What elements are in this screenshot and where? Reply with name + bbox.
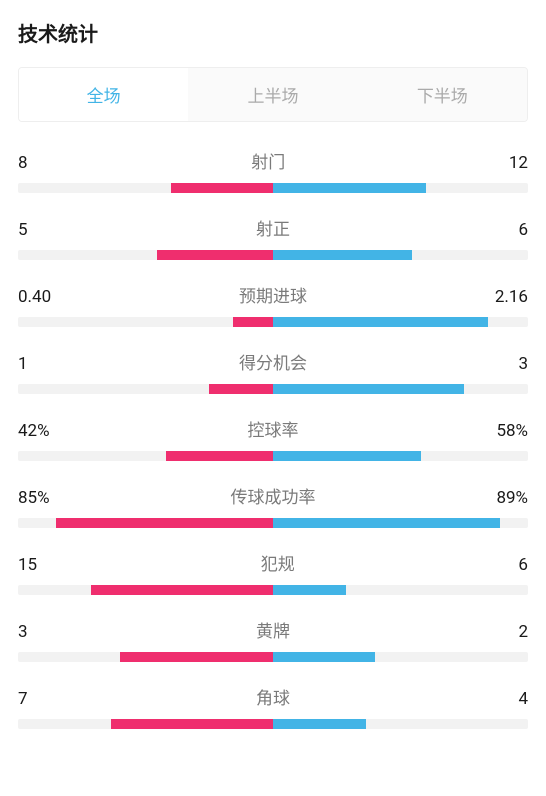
stat-name: 黄牌	[256, 617, 290, 642]
stat-value-left: 8	[18, 153, 28, 173]
stat-bar-right	[273, 719, 366, 729]
stat-value-right: 6	[518, 220, 528, 240]
stat-value-left: 3	[18, 622, 28, 642]
stat-bar-left	[166, 451, 273, 461]
stat-name: 控球率	[248, 416, 299, 441]
stat-name: 射门	[251, 148, 285, 173]
stat-value-left: 85%	[18, 488, 50, 508]
stat-bar-right	[273, 585, 346, 595]
stat-name: 犯规	[261, 550, 295, 575]
stat-value-left: 0.40	[18, 287, 51, 307]
stats-list: 8 射门 12 5 射正 6 0.40 预期进球 2.16 1 得分机会 3 42% 控球率 58% 85% 传…	[18, 148, 528, 729]
tab-2[interactable]: 下半场	[358, 68, 527, 121]
stat-bar-left	[209, 384, 273, 394]
stat-name: 得分机会	[239, 349, 307, 374]
stat-value-left: 5	[18, 220, 28, 240]
stat-labels: 8 射门 12	[18, 148, 528, 173]
stat-bar-left	[233, 317, 273, 327]
stat-bar-right	[273, 317, 488, 327]
stat-bar-track	[18, 250, 528, 260]
stat-row: 15 犯规 6	[18, 550, 528, 595]
stat-labels: 5 射正 6	[18, 215, 528, 240]
stat-labels: 0.40 预期进球 2.16	[18, 282, 528, 307]
stat-name: 射正	[256, 215, 290, 240]
stat-bar-right	[273, 451, 421, 461]
stat-bar-track	[18, 518, 528, 528]
section-title: 技术统计	[18, 0, 528, 67]
stat-bar-track	[18, 183, 528, 193]
stat-row: 3 黄牌 2	[18, 617, 528, 662]
period-tabs: 全场上半场下半场	[18, 67, 528, 122]
stat-bar-left	[120, 652, 273, 662]
stat-bar-track	[18, 652, 528, 662]
stat-bar-track	[18, 317, 528, 327]
stat-row: 7 角球 4	[18, 684, 528, 729]
stat-bar-right	[273, 518, 500, 528]
stat-row: 85% 传球成功率 89%	[18, 483, 528, 528]
stat-row: 8 射门 12	[18, 148, 528, 193]
stat-value-right: 12	[509, 153, 528, 173]
stat-value-left: 42%	[18, 421, 50, 441]
stat-bar-left	[56, 518, 273, 528]
stat-bar-track	[18, 719, 528, 729]
stat-labels: 42% 控球率 58%	[18, 416, 528, 441]
stat-bar-left	[111, 719, 273, 729]
stat-value-right: 2	[518, 622, 528, 642]
tab-0[interactable]: 全场	[19, 68, 188, 121]
stat-name: 预期进球	[239, 282, 307, 307]
stat-name: 角球	[256, 684, 290, 709]
stat-value-right: 4	[518, 689, 528, 709]
stat-bar-right	[273, 183, 426, 193]
stat-value-right: 3	[518, 354, 528, 374]
stat-name: 传球成功率	[231, 483, 316, 508]
stat-bar-left	[157, 250, 273, 260]
stat-value-right: 58%	[496, 421, 528, 441]
stat-bar-track	[18, 384, 528, 394]
tab-1[interactable]: 上半场	[188, 68, 357, 121]
stat-bar-track	[18, 585, 528, 595]
stat-labels: 1 得分机会 3	[18, 349, 528, 374]
stat-labels: 7 角球 4	[18, 684, 528, 709]
stat-value-right: 6	[518, 555, 528, 575]
stat-value-right: 2.16	[495, 287, 528, 307]
stat-labels: 85% 传球成功率 89%	[18, 483, 528, 508]
stat-value-left: 1	[18, 354, 28, 374]
stat-row: 0.40 预期进球 2.16	[18, 282, 528, 327]
stat-row: 5 射正 6	[18, 215, 528, 260]
stat-row: 42% 控球率 58%	[18, 416, 528, 461]
stat-value-right: 89%	[496, 488, 528, 508]
stat-bar-left	[171, 183, 273, 193]
stat-bar-right	[273, 652, 375, 662]
stat-value-left: 15	[18, 555, 37, 575]
stat-bar-track	[18, 451, 528, 461]
stat-value-left: 7	[18, 689, 28, 709]
stat-bar-left	[91, 585, 273, 595]
stat-bar-right	[273, 384, 464, 394]
stat-labels: 15 犯规 6	[18, 550, 528, 575]
stat-bar-right	[273, 250, 412, 260]
stat-row: 1 得分机会 3	[18, 349, 528, 394]
stat-labels: 3 黄牌 2	[18, 617, 528, 642]
